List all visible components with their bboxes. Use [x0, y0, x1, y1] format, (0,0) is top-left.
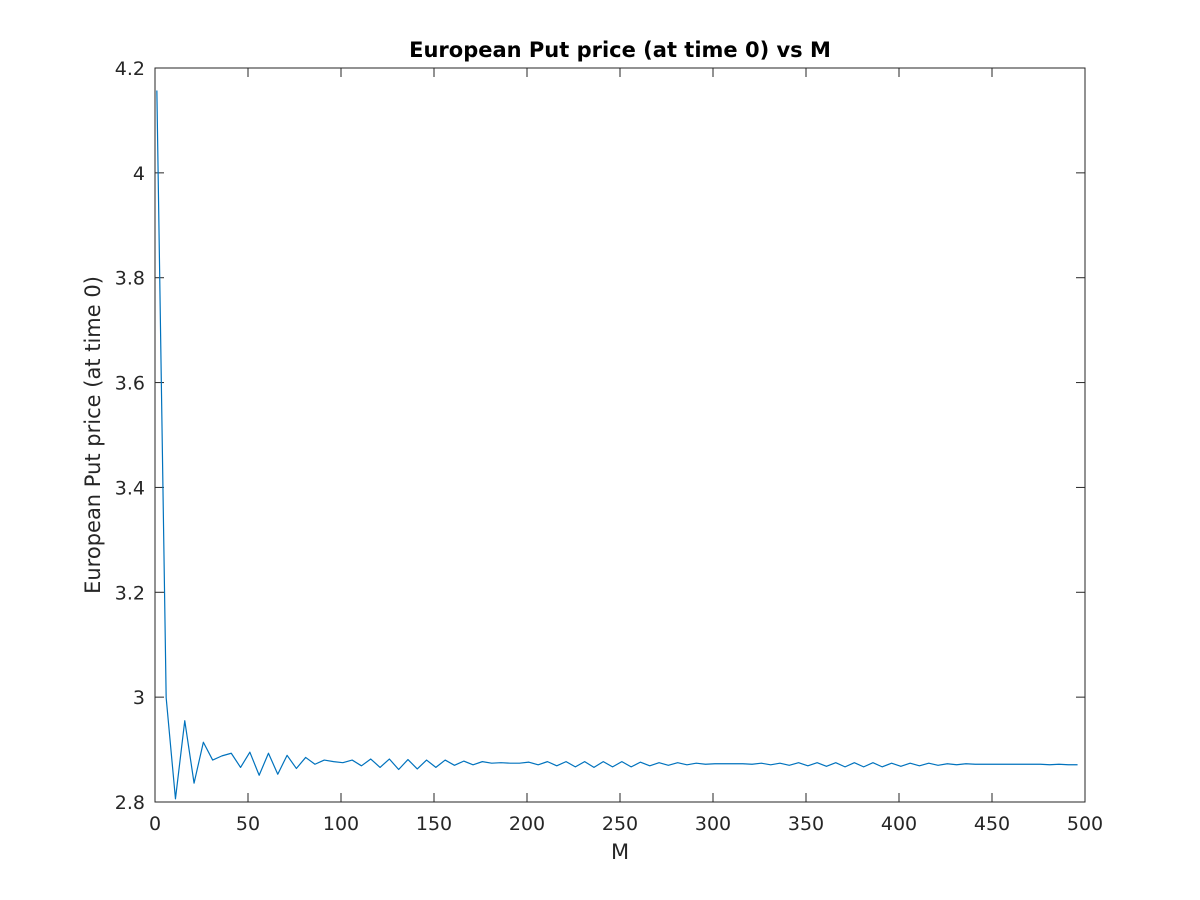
y-ticks: 2.8 3 3.2 3.4 3.6 3.8 4 4.2: [115, 58, 1085, 814]
x-tick-label: 100: [323, 813, 359, 835]
x-ticks: 0 50 100 150 200 250 300 350 400 450 500: [149, 68, 1103, 835]
y-tick-label: 3: [133, 687, 145, 709]
y-tick-label: 2.8: [115, 792, 145, 814]
y-tick-label: 3.4: [115, 477, 145, 499]
y-tick-label: 3.2: [115, 582, 145, 604]
x-tick-label: 450: [974, 813, 1010, 835]
x-tick-label: 300: [695, 813, 731, 835]
plot-area: [155, 68, 1085, 802]
plot-frame: [154, 67, 1086, 803]
x-tick-label: 250: [602, 813, 638, 835]
series-line: [156, 90, 1078, 800]
x-tick-label: 500: [1067, 813, 1103, 835]
x-axis-label: M: [611, 840, 629, 864]
x-tick-label: 0: [149, 813, 161, 835]
x-tick-label: 350: [788, 813, 824, 835]
y-tick-label: 3.8: [115, 268, 145, 290]
x-tick-label: 400: [881, 813, 917, 835]
y-tick-label: 4.2: [115, 58, 145, 80]
x-tick-label: 200: [509, 813, 545, 835]
x-tick-label: 50: [236, 813, 260, 835]
x-tick-label: 150: [416, 813, 452, 835]
y-tick-label: 3.6: [115, 373, 145, 395]
y-tick-label: 4: [133, 163, 145, 185]
y-axis-label: European Put price (at time 0): [81, 276, 105, 594]
chart-title: European Put price (at time 0) vs M: [409, 38, 831, 62]
